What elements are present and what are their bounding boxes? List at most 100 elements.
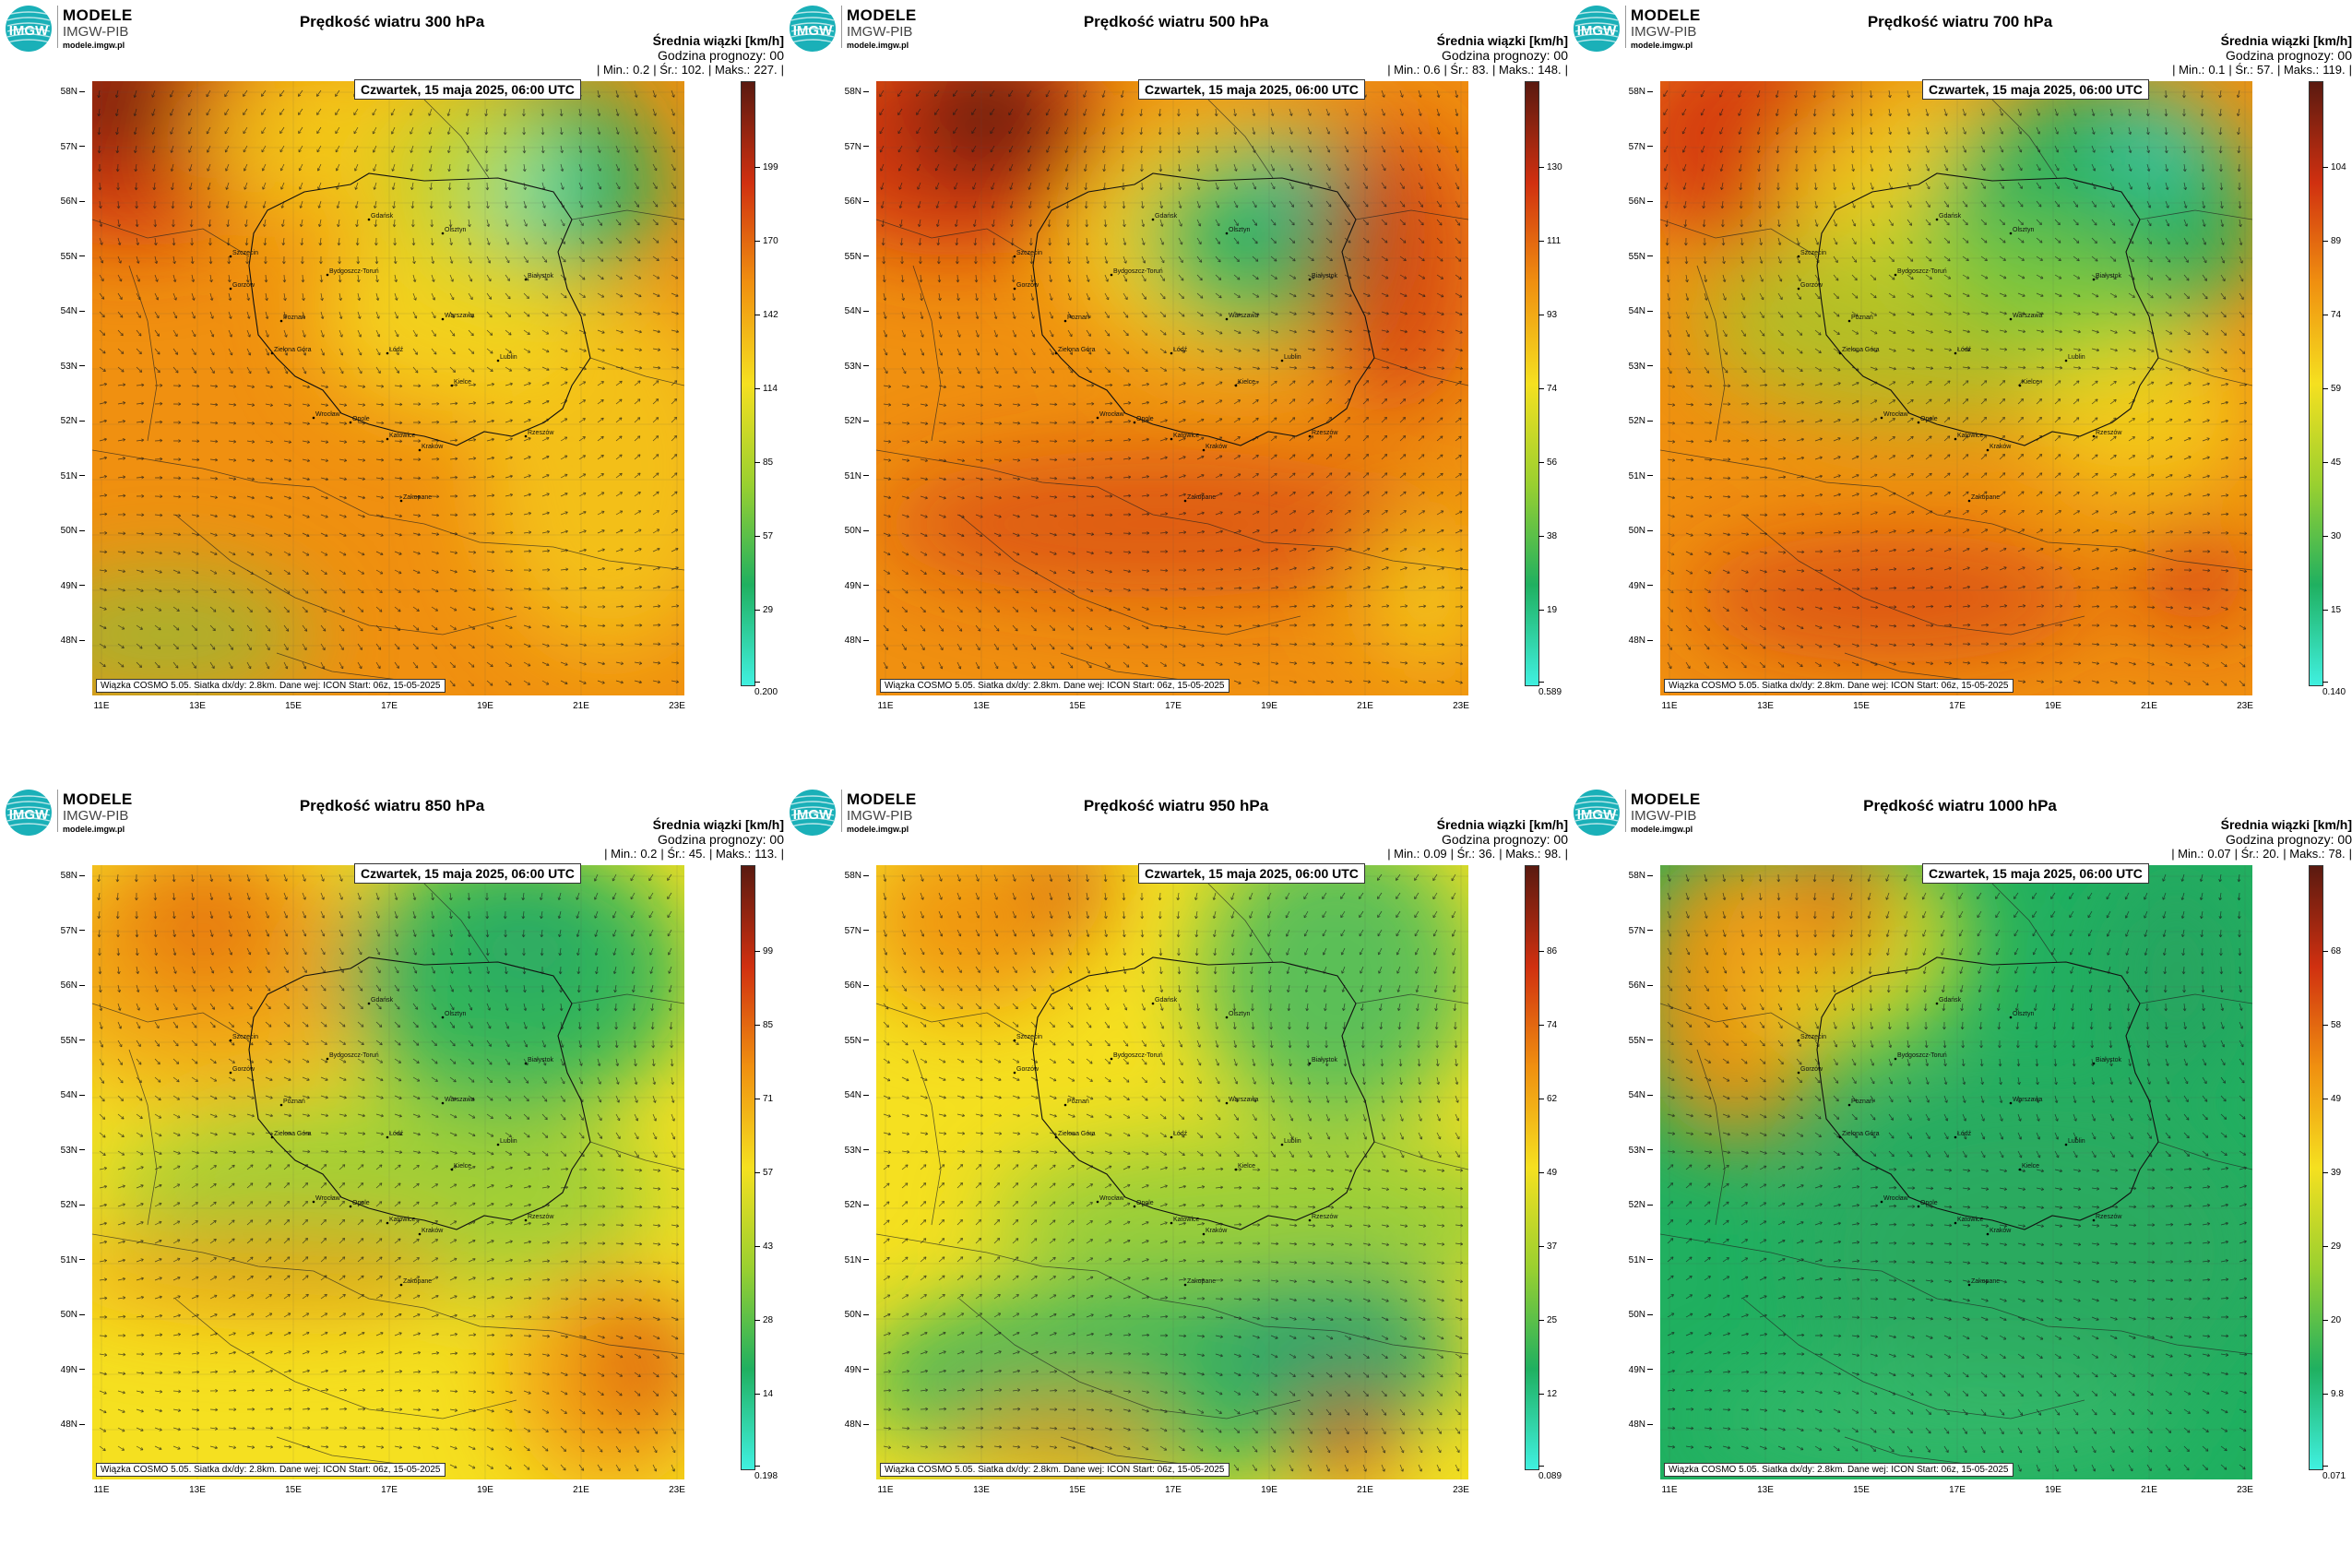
colorbar-tick-label: 99 (754, 946, 773, 956)
brand-url[interactable]: modele.imgw.pl (847, 825, 909, 834)
city-marker (1954, 437, 1957, 441)
valid-date: Czwartek, 15 maja 2025, 06:00 UTC (1138, 863, 1365, 884)
city-marker (1202, 1232, 1206, 1236)
country-border (128, 1049, 158, 1226)
wind-speed-map[interactable]: Gdańsk Olsztyn Szczecin Bydgoszcz-Toruń Biał… (1660, 81, 2252, 695)
field-blob (876, 450, 1430, 598)
field-layer (1660, 81, 2252, 662)
city-label: Zakopane (1187, 494, 1216, 501)
city-label: Poznań (283, 1099, 305, 1105)
city-marker (1183, 499, 1187, 503)
city-label: Łódź (1957, 1131, 1972, 1137)
lat-tick-label: 50N (37, 526, 85, 536)
city-label: Katowice (1957, 433, 1984, 439)
field-blob (470, 911, 581, 985)
stat-max-label: | Maks.: (1499, 847, 1541, 861)
lon-tick-label: 15E (1853, 1485, 1870, 1495)
brand-url[interactable]: modele.imgw.pl (63, 825, 125, 834)
field-blob (1688, 533, 2094, 662)
lon-tick-label: 19E (1261, 701, 1277, 711)
city-label: Białystok (528, 273, 554, 279)
city-marker (1917, 421, 1920, 424)
wind-speed-map[interactable]: Gdańsk Olsztyn Szczecin Bydgoszcz-Toruń Biał… (92, 865, 684, 1479)
brand-org: IMGW-PIB (847, 808, 913, 824)
lon-tick-label: 17E (1949, 701, 1966, 711)
lon-tick-label: 23E (2237, 701, 2253, 711)
city-label: Bydgoszcz-Toruń (1113, 268, 1163, 275)
colorbar-tick-label: 49 (2322, 1094, 2341, 1104)
lon-tick-label: 11E (93, 1485, 110, 1495)
lat-tick-label: 58N (37, 87, 85, 97)
lat-tick-label: 51N (37, 1255, 85, 1265)
lat-tick-label: 49N (1605, 1365, 1653, 1375)
brand-org: IMGW-PIB (63, 808, 129, 824)
map-canvas: Gdańsk Olsztyn Szczecin Bydgoszcz-Toruń Biał… (876, 81, 1468, 695)
map-panel: IMGW MODELE IMGW-PIB modele.imgw.pl Prędkość… (0, 784, 784, 1568)
city-marker (1935, 218, 1939, 221)
city-label: Katowice (1957, 1217, 1984, 1223)
lon-tick-label: 21E (1357, 701, 1373, 711)
city-label: Lublin (1284, 1138, 1301, 1145)
panel-title: Prędkość wiatru 500 hPa (1083, 13, 1269, 30)
brand-url[interactable]: modele.imgw.pl (63, 41, 125, 50)
city-label: Gdańsk (1939, 997, 1962, 1004)
city-marker (418, 448, 422, 452)
lat-tick-label: 49N (37, 581, 85, 591)
wind-speed-map[interactable]: Gdańsk Olsztyn Szczecin Bydgoszcz-Toruń Biał… (1660, 865, 2252, 1479)
city-marker (1894, 1057, 1897, 1061)
lat-tick-label: 57N (1605, 926, 1653, 936)
panel-title: Prędkość wiatru 1000 hPa (1863, 797, 2057, 814)
city-marker (1013, 1071, 1016, 1075)
wind-speed-map[interactable]: Gdańsk Olsztyn Szczecin Bydgoszcz-Toruń Biał… (876, 865, 1468, 1479)
brand-org: IMGW-PIB (847, 24, 913, 40)
field-layer (92, 865, 684, 1479)
imgw-logo-icon: IMGW (790, 6, 836, 52)
lat-tick-label: 55N (821, 1036, 869, 1046)
country-border (92, 449, 684, 571)
wind-speed-map[interactable]: Gdańsk Olsztyn Szczecin Bydgoszcz-Toruń Biał… (876, 81, 1468, 695)
logo-mark-text: IMGW (9, 807, 49, 823)
colorbar-tick-label: 0.140 (2322, 677, 2352, 697)
city-marker (1797, 287, 1800, 291)
brand-url[interactable]: modele.imgw.pl (1631, 825, 1693, 834)
city-marker (1954, 351, 1957, 355)
colorbar-tick-label: 49 (1538, 1168, 1557, 1178)
city-label: Rzeszów (1312, 430, 1338, 436)
map-panel: IMGW MODELE IMGW-PIB modele.imgw.pl Prędkość… (784, 784, 1568, 1568)
city-label: Lublin (1284, 354, 1301, 361)
lat-tick-label: 57N (37, 926, 85, 936)
colorbar-tick-label: 85 (754, 457, 773, 468)
city-label: Kraków (1206, 444, 1228, 450)
lon-tick-label: 13E (1757, 701, 1774, 711)
country-border (571, 993, 684, 1004)
field-blob (2103, 109, 2214, 183)
city-label: Opole (1920, 1200, 1938, 1206)
panel-subtitle: Średnia wiązki [km/h] (652, 817, 784, 832)
stat-max-value: 78. (2328, 847, 2346, 861)
country-border (958, 514, 1301, 636)
city-marker (1308, 1218, 1312, 1222)
city-marker (1308, 278, 1312, 281)
panel-subtitle: Średnia wiązki [km/h] (2220, 33, 2352, 48)
city-marker (1308, 434, 1312, 438)
city-label: Szczecin (1800, 1034, 1826, 1040)
field-blob (600, 1308, 684, 1419)
stats-line: | Min.: 0.07 | Śr.: 20. | Maks.: 78. | (1965, 847, 2352, 861)
field-blob (876, 865, 1079, 1013)
city-label: Rzeszów (2096, 430, 2122, 436)
city-marker (349, 421, 352, 424)
lat-tick-label: 54N (1605, 1090, 1653, 1100)
colorbar-tick-label: 43 (754, 1241, 773, 1252)
imgw-logo-icon: IMGW (6, 790, 52, 836)
city-marker (399, 499, 403, 503)
wind-speed-map[interactable]: Gdańsk Olsztyn Szczecin Bydgoszcz-Toruń Biał… (92, 81, 684, 695)
stats-line: | Min.: 0.09 | Śr.: 36. | Maks.: 98. | (1181, 847, 1568, 861)
brand-url[interactable]: modele.imgw.pl (1631, 41, 1693, 50)
field-blob (2103, 865, 2251, 1087)
country-border (1660, 1003, 1818, 1041)
city-marker (229, 1071, 232, 1075)
country-border (2139, 209, 2252, 220)
city-label: Poznań (1851, 315, 1873, 321)
colorbar-tick-label: 12 (1538, 1389, 1557, 1399)
brand-url[interactable]: modele.imgw.pl (847, 41, 909, 50)
